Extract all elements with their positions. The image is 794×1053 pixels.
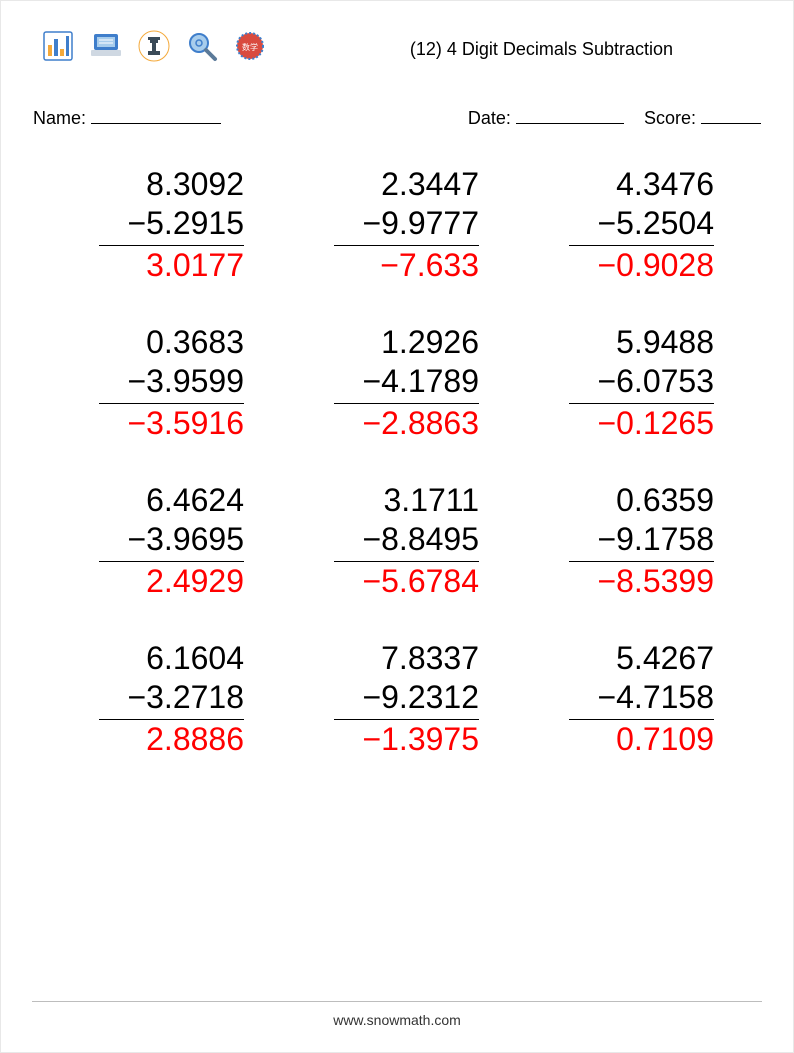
subtrahend: −4.1789 [334, 362, 479, 401]
minuend: 4.3476 [569, 165, 714, 204]
subtrahend: −4.7158 [569, 678, 714, 717]
subtrahend: −6.0753 [569, 362, 714, 401]
subtrahend: −3.9695 [99, 520, 244, 559]
answer: −7.633 [334, 246, 479, 285]
minuend: 6.4624 [99, 481, 244, 520]
footer: www.snowmath.com [1, 1001, 793, 1028]
chess-icon [137, 29, 171, 68]
problem: 0.3683−3.9599−3.5916 [99, 323, 244, 443]
worksheet-page: 数学 (12) 4 Digit Decimals Subtraction Nam… [0, 0, 794, 1053]
problem: 5.4267−4.71580.7109 [569, 639, 714, 759]
subtrahend: −9.9777 [334, 204, 479, 243]
problems-grid: 8.3092−5.29153.0177 2.3447−9.9777−7.633 4.… [31, 165, 763, 759]
subtrahend: −8.8495 [334, 520, 479, 559]
name-label: Name: [33, 108, 86, 128]
icon-row: 数学 [31, 29, 267, 68]
subtrahend: −5.2504 [569, 204, 714, 243]
minuend: 7.8337 [334, 639, 479, 678]
name-date-row: Name: Date: Score: [31, 108, 763, 129]
problem: 5.9488−6.0753−0.1265 [569, 323, 714, 443]
stamp-icon: 数学 [233, 29, 267, 68]
laptop-icon [89, 29, 123, 68]
answer: −0.1265 [569, 404, 714, 443]
answer: −3.5916 [99, 404, 244, 443]
minuend: 2.3447 [334, 165, 479, 204]
answer: 3.0177 [99, 246, 244, 285]
magnifier-icon [185, 29, 219, 68]
score-label: Score: [644, 108, 696, 128]
footer-text: www.snowmath.com [333, 1012, 461, 1028]
answer: −8.5399 [569, 562, 714, 601]
date-blank[interactable] [516, 123, 624, 124]
minuend: 8.3092 [99, 165, 244, 204]
answer: −0.9028 [569, 246, 714, 285]
chart-icon [41, 29, 75, 68]
subtrahend: −3.9599 [99, 362, 244, 401]
minuend: 6.1604 [99, 639, 244, 678]
answer: −2.8863 [334, 404, 479, 443]
minuend: 0.6359 [569, 481, 714, 520]
problem: 7.8337−9.2312−1.3975 [334, 639, 479, 759]
answer: 2.8886 [99, 720, 244, 759]
problem: 0.6359−9.1758−8.5399 [569, 481, 714, 601]
minuend: 5.4267 [569, 639, 714, 678]
subtrahend: −9.2312 [334, 678, 479, 717]
problem: 8.3092−5.29153.0177 [99, 165, 244, 285]
problem: 6.4624−3.96952.4929 [99, 481, 244, 601]
name-field-group: Name: [31, 108, 221, 129]
worksheet-title: (12) 4 Digit Decimals Subtraction [410, 29, 763, 60]
problem: 6.1604−3.27182.8886 [99, 639, 244, 759]
minuend: 0.3683 [99, 323, 244, 362]
problem: 2.3447−9.9777−7.633 [334, 165, 479, 285]
problem: 3.1711−8.8495−5.6784 [334, 481, 479, 601]
minuend: 1.2926 [334, 323, 479, 362]
answer: 0.7109 [569, 720, 714, 759]
date-score-group: Date: Score: [468, 108, 763, 129]
answer: −5.6784 [334, 562, 479, 601]
minuend: 5.9488 [569, 323, 714, 362]
subtrahend: −3.2718 [99, 678, 244, 717]
answer: −1.3975 [334, 720, 479, 759]
footer-rule [32, 1001, 762, 1002]
date-label: Date: [468, 108, 511, 128]
subtrahend: −5.2915 [99, 204, 244, 243]
svg-text:数学: 数学 [242, 42, 258, 52]
top-bar: 数学 (12) 4 Digit Decimals Subtraction [31, 29, 763, 68]
score-blank[interactable] [701, 123, 761, 124]
problem: 4.3476−5.2504−0.9028 [569, 165, 714, 285]
subtrahend: −9.1758 [569, 520, 714, 559]
minuend: 3.1711 [334, 481, 479, 520]
answer: 2.4929 [99, 562, 244, 601]
problem: 1.2926−4.1789−2.8863 [334, 323, 479, 443]
name-blank[interactable] [91, 123, 221, 124]
